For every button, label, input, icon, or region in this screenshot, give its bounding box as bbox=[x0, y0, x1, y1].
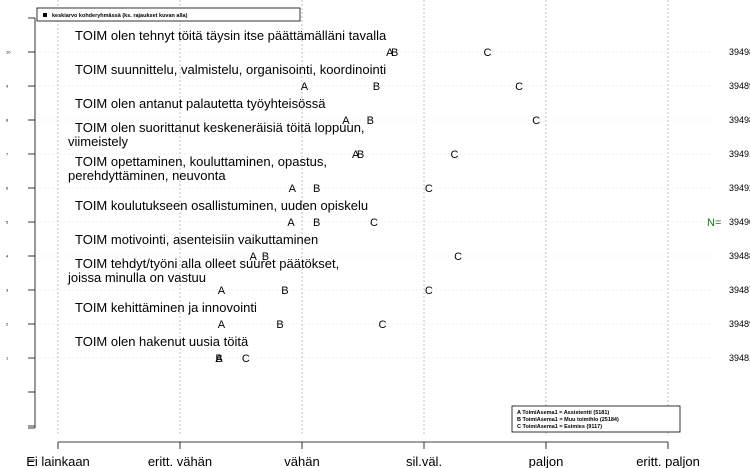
point-b: B bbox=[215, 353, 222, 365]
x-axis: Ei lainkaan eritt. vähän vähän sil.väl. palj… bbox=[26, 441, 700, 468]
legend-entry-a: A ToimiAsema1 = Assistentti (5181) bbox=[517, 410, 609, 416]
point-a: A bbox=[218, 285, 226, 297]
n-value: 39491 bbox=[729, 149, 750, 159]
y-tick-label: 2 bbox=[6, 322, 9, 327]
n-label: N= bbox=[707, 217, 721, 229]
y-tick-label: 5 bbox=[6, 220, 9, 225]
item-label: perehdyttäminen, neuvonta bbox=[68, 168, 226, 183]
point-b: B bbox=[262, 251, 269, 263]
n-value: 39481 bbox=[729, 353, 750, 363]
item-label: TOIM olen suorittanut keskeneräisiä töit… bbox=[75, 120, 365, 135]
x-tick-label: sil.väl. bbox=[406, 454, 442, 468]
point-b: B bbox=[313, 217, 320, 229]
y-tick-label: 10 bbox=[6, 50, 11, 55]
y-axis: 10 9 8 7 6 5 4 3 2 1 bbox=[6, 17, 36, 461]
point-b: B bbox=[357, 149, 364, 161]
item-label: TOIM koulutukseen osallistuminen, uuden … bbox=[75, 198, 368, 213]
point-a: A bbox=[352, 149, 360, 161]
point-b: B bbox=[367, 115, 374, 127]
point-c: C bbox=[370, 217, 378, 229]
top-legend-text: keskiarvo kohderyhmässä (ks. rajaukset k… bbox=[52, 13, 188, 19]
item-label: TOIM kehittäminen ja innovointi bbox=[75, 300, 257, 315]
n-value: 39492 bbox=[729, 183, 750, 193]
item-label: TOIM motivointi, asenteisiin vaikuttamin… bbox=[75, 232, 318, 247]
point-c: C bbox=[532, 115, 540, 127]
item-label: joissa minulla on vastuu bbox=[67, 270, 206, 285]
grid bbox=[40, 0, 710, 436]
n-value: 39498 bbox=[729, 47, 750, 57]
item-label: TOIM suunnittelu, valmistelu, organisoin… bbox=[75, 62, 386, 77]
point-c: C bbox=[451, 149, 459, 161]
x-tick-label: eritt. paljon bbox=[636, 454, 700, 468]
point-b: B bbox=[373, 81, 380, 93]
y-tick-label: 8 bbox=[6, 118, 9, 123]
y-tick-label: 3 bbox=[6, 288, 9, 293]
point-c: C bbox=[379, 319, 387, 331]
point-b: B bbox=[276, 319, 283, 331]
y-tick-label: 7 bbox=[6, 152, 9, 157]
item-label: viimeistely bbox=[68, 134, 128, 149]
n-value: 39487 bbox=[729, 285, 750, 295]
x-tick-label: paljon bbox=[529, 454, 564, 468]
legend-entry-c: C ToimiAsema1 = Esimies (9117) bbox=[517, 424, 602, 430]
y-tick-label: 1 bbox=[6, 356, 9, 361]
y-tick-label: 9 bbox=[6, 84, 9, 89]
item-label: TOIM opettaminen, kouluttaminen, opastus… bbox=[75, 154, 327, 169]
x-tick-label: vähän bbox=[284, 454, 319, 468]
item-label: TOIM olen tehnyt töitä täysin itse päätt… bbox=[75, 28, 387, 43]
data-points: AB CA B CA B CAB CA B CA B CA B CA B CA B CAB C bbox=[215, 47, 540, 365]
point-b: B bbox=[391, 47, 398, 59]
point-c: C bbox=[242, 353, 250, 365]
point-a: A bbox=[218, 319, 226, 331]
point-b: B bbox=[313, 183, 320, 195]
point-a: A bbox=[301, 81, 309, 93]
point-c: C bbox=[454, 251, 462, 263]
y-tick-label: 4 bbox=[6, 254, 9, 259]
point-legend: A ToimiAsema1 = Assistentti (5181) B Toi… bbox=[511, 405, 681, 433]
n-value: 39490 bbox=[729, 217, 750, 227]
point-a: A bbox=[287, 217, 295, 229]
point-a: A bbox=[386, 47, 394, 59]
n-value: 39488 bbox=[729, 251, 750, 261]
point-b: B bbox=[281, 285, 288, 297]
item-label: TOIM tehdyt/työni alla olleet suuret pää… bbox=[75, 256, 339, 271]
item-label: TOIM olen hakenut uusia töitä bbox=[75, 334, 249, 349]
top-legend: keskiarvo kohderyhmässä (ks. rajaukset k… bbox=[36, 7, 301, 22]
item-label: TOIM olen antanut palautetta työyhteisös… bbox=[75, 96, 326, 111]
n-value: 39489 bbox=[729, 319, 750, 329]
n-value: 39498 bbox=[729, 115, 750, 125]
x-tick-label: Ei lainkaan bbox=[26, 454, 90, 468]
legend-entry-b: B ToimiAsema1 = Muu toimihlo (25184) bbox=[517, 417, 619, 423]
x-tick-label: eritt. vähän bbox=[148, 454, 212, 468]
point-a: A bbox=[342, 115, 350, 127]
point-c: C bbox=[425, 183, 433, 195]
y-tick-label: 6 bbox=[6, 186, 9, 191]
point-a: A bbox=[215, 353, 223, 365]
item-labels: TOIM olen tehnyt töitä täysin itse päätt… bbox=[67, 28, 387, 349]
point-c: C bbox=[483, 47, 491, 59]
point-c: C bbox=[515, 81, 523, 93]
point-a: A bbox=[250, 251, 258, 263]
n-values: 39498 39489 39498 39491 39492 39490 39488 39487… bbox=[707, 47, 750, 363]
n-value: 39489 bbox=[729, 81, 750, 91]
point-a: A bbox=[289, 183, 297, 195]
point-c: C bbox=[425, 285, 433, 297]
